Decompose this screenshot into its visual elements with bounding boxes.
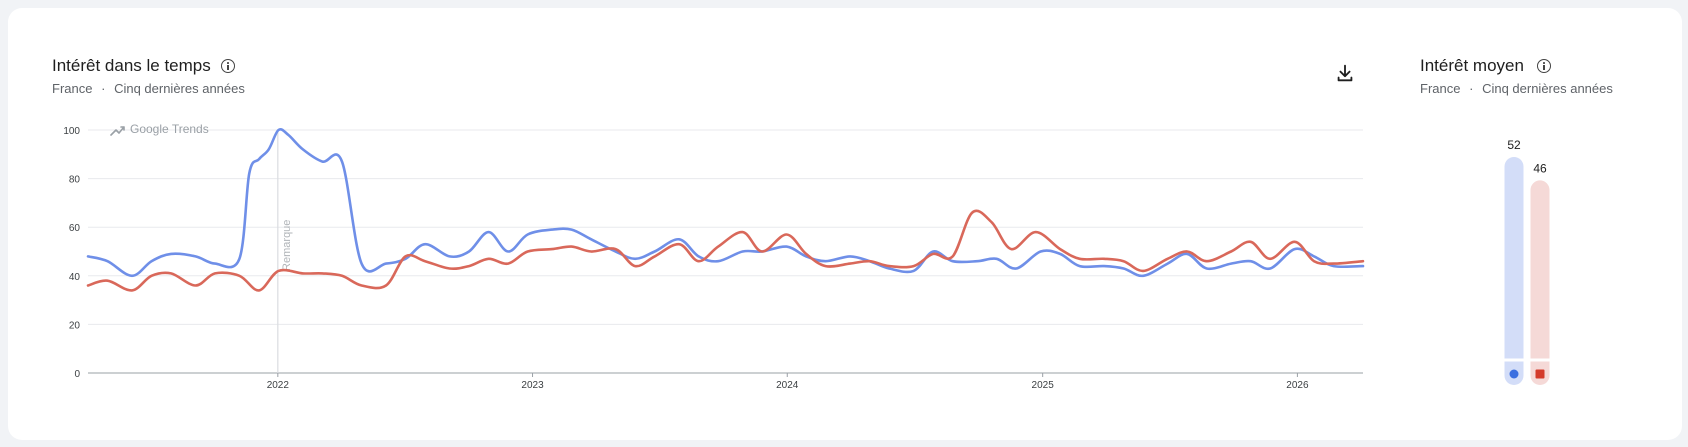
average-bar-1[interactable] — [1504, 157, 1524, 385]
region-label[interactable]: France — [52, 81, 93, 96]
average-interest-title: Intérêt moyen — [1420, 56, 1524, 75]
info-icon[interactable] — [1537, 59, 1551, 73]
period-label[interactable]: Cinq dernières années — [1482, 81, 1613, 96]
separator: · — [101, 81, 106, 96]
series-1-marker — [1509, 369, 1519, 379]
download-icon[interactable] — [1334, 62, 1356, 84]
average-value-label: 52 — [1507, 138, 1521, 152]
period-label[interactable]: Cinq dernières années — [114, 81, 245, 96]
region-label[interactable]: France — [1420, 81, 1461, 96]
interest-over-time-title: Intérêt dans le temps — [52, 56, 211, 75]
average-interest-subtitle: France · Cinq dernières années — [1420, 81, 1613, 96]
info-icon[interactable] — [221, 59, 235, 73]
average-bar-2[interactable] — [1530, 180, 1550, 385]
interest-over-time-subtitle: France · Cinq dernières années — [52, 81, 245, 96]
separator: · — [1469, 81, 1474, 96]
series-2-marker — [1535, 369, 1545, 379]
average-value-label: 46 — [1533, 161, 1547, 175]
